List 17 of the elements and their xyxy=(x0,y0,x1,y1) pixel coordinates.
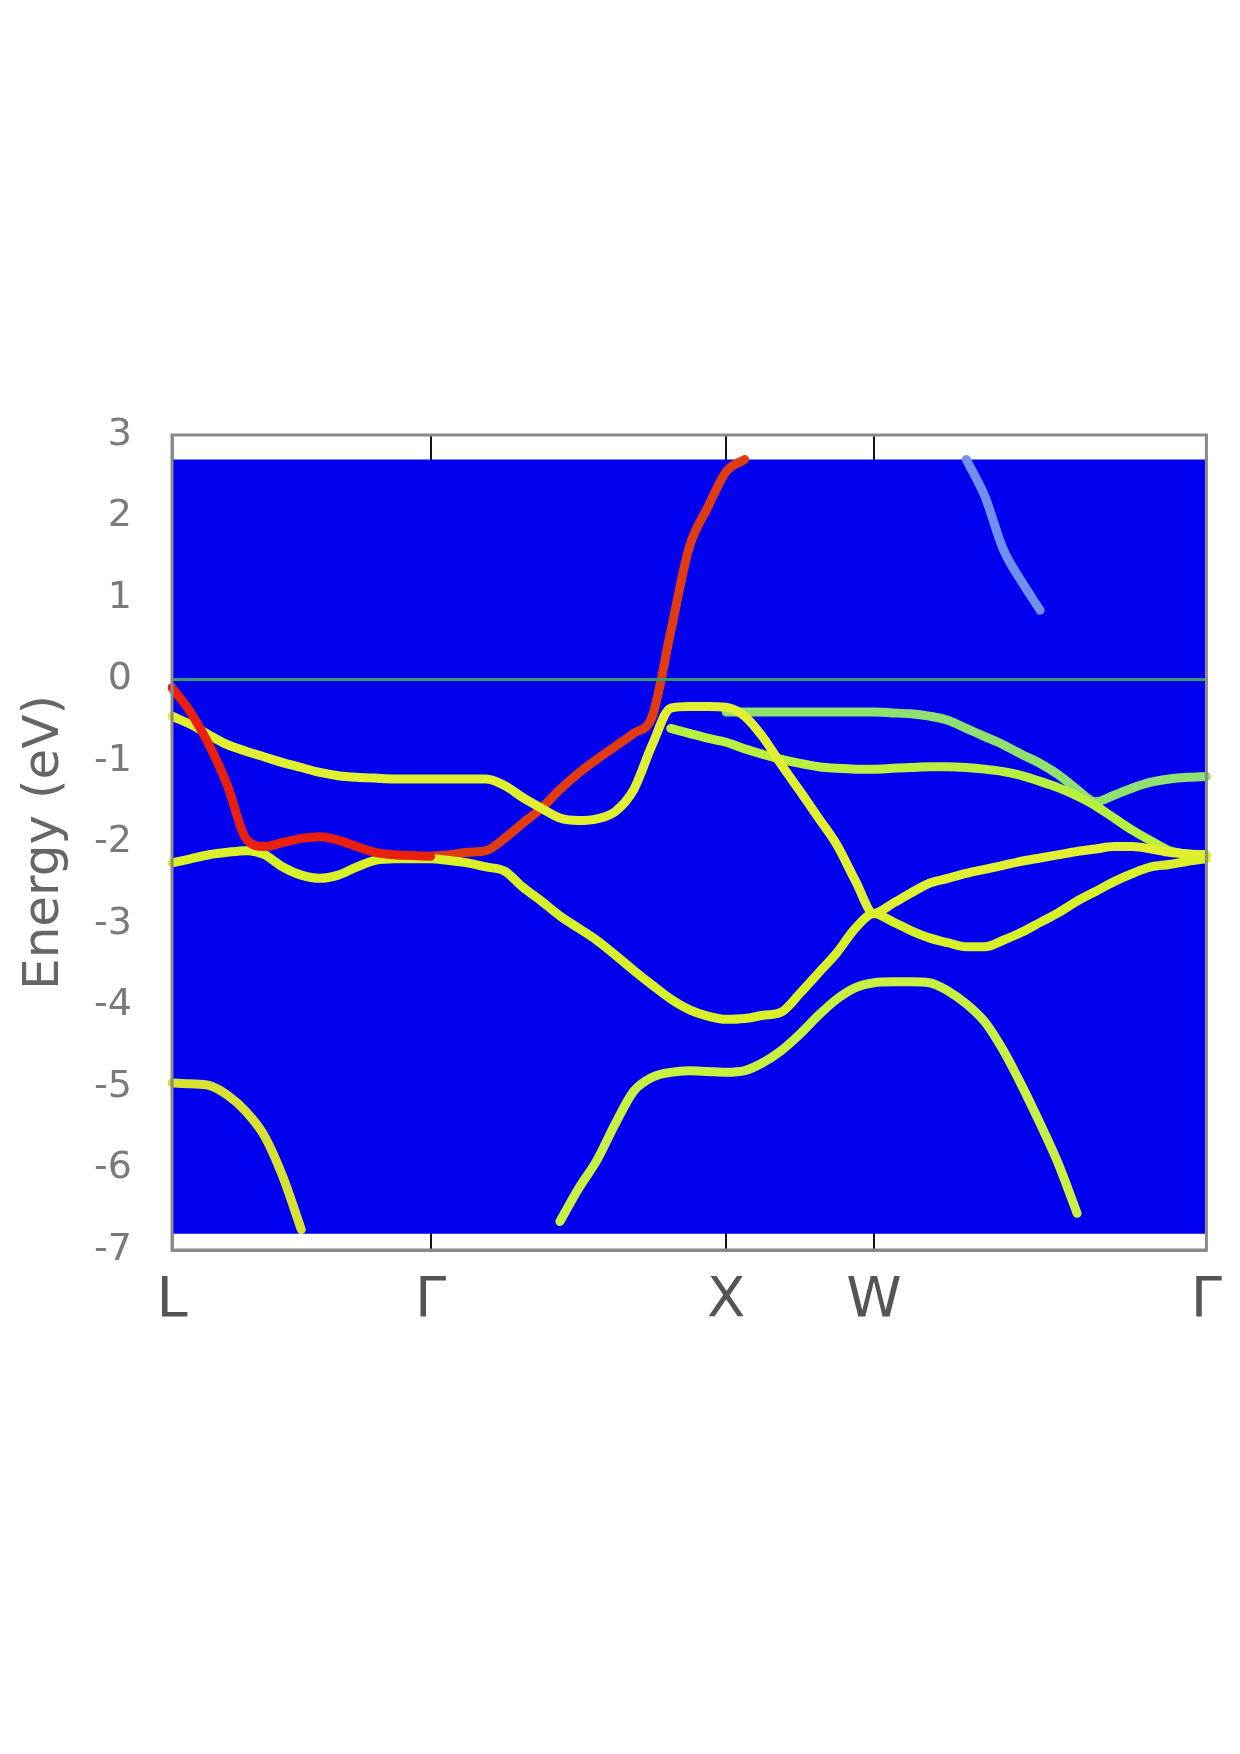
x-tick-label: Γ xyxy=(1190,1264,1222,1330)
y-tick-label: -2 xyxy=(94,817,132,862)
y-tick-label: 3 xyxy=(107,409,132,454)
y-tick-label: -3 xyxy=(94,898,132,943)
y-axis-title: Energy (eV) xyxy=(11,695,70,990)
x-tick-label: W xyxy=(846,1264,902,1330)
y-tick-label: 1 xyxy=(107,572,132,617)
y-tick-label: -1 xyxy=(94,735,132,780)
x-tick-label: Γ xyxy=(415,1264,447,1330)
y-tick-label: -4 xyxy=(94,980,132,1025)
x-tick-label: L xyxy=(156,1264,188,1330)
y-tick-label: -7 xyxy=(94,1224,132,1269)
y-tick-label: 2 xyxy=(107,491,132,536)
y-tick-label: 0 xyxy=(107,654,132,699)
y-tick-label: -5 xyxy=(94,1061,132,1106)
y-tick-label: -6 xyxy=(94,1143,132,1188)
x-tick-label: X xyxy=(706,1264,746,1330)
